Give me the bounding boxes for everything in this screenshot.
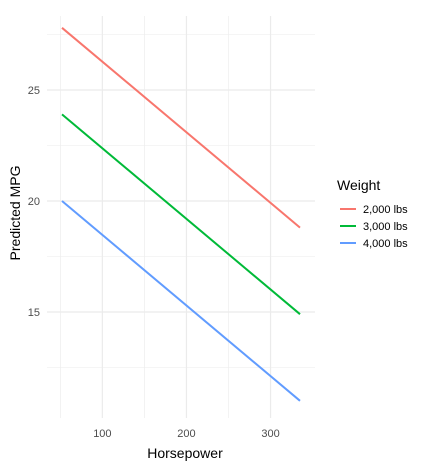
legend-items: 2,000 lbs 3,000 lbs 4,000 lbs [340, 204, 408, 250]
legend: Weight 2,000 lbs 3,000 lbs 4,000 lbs [337, 177, 408, 250]
x-tick-label: 100 [93, 428, 111, 440]
legend-item: 3,000 lbs [340, 221, 408, 233]
legend-item: 4,000 lbs [340, 238, 408, 250]
x-tick-label: 200 [177, 428, 195, 440]
y-axis-title: Predicted MPG [7, 166, 23, 261]
y-tick-label: 15 [28, 307, 40, 319]
legend-item: 2,000 lbs [340, 204, 408, 216]
series-line-1 [61, 27, 301, 229]
legend-title: Weight [337, 177, 380, 193]
legend-label: 2,000 lbs [363, 204, 408, 216]
grid-lines [47, 16, 315, 418]
legend-label: 4,000 lbs [363, 238, 408, 250]
x-axis-ticks: 100 200 300 [93, 428, 280, 440]
y-tick-label: 25 [28, 85, 40, 97]
series-lines [61, 27, 301, 402]
y-axis-ticks: 15 20 25 [28, 85, 40, 319]
x-axis-title: Horsepower [147, 445, 223, 461]
series-line-2 [61, 113, 301, 315]
x-tick-label: 300 [261, 428, 279, 440]
legend-label: 3,000 lbs [363, 221, 408, 233]
y-tick-label: 20 [28, 196, 40, 208]
series-line-3 [61, 200, 301, 402]
